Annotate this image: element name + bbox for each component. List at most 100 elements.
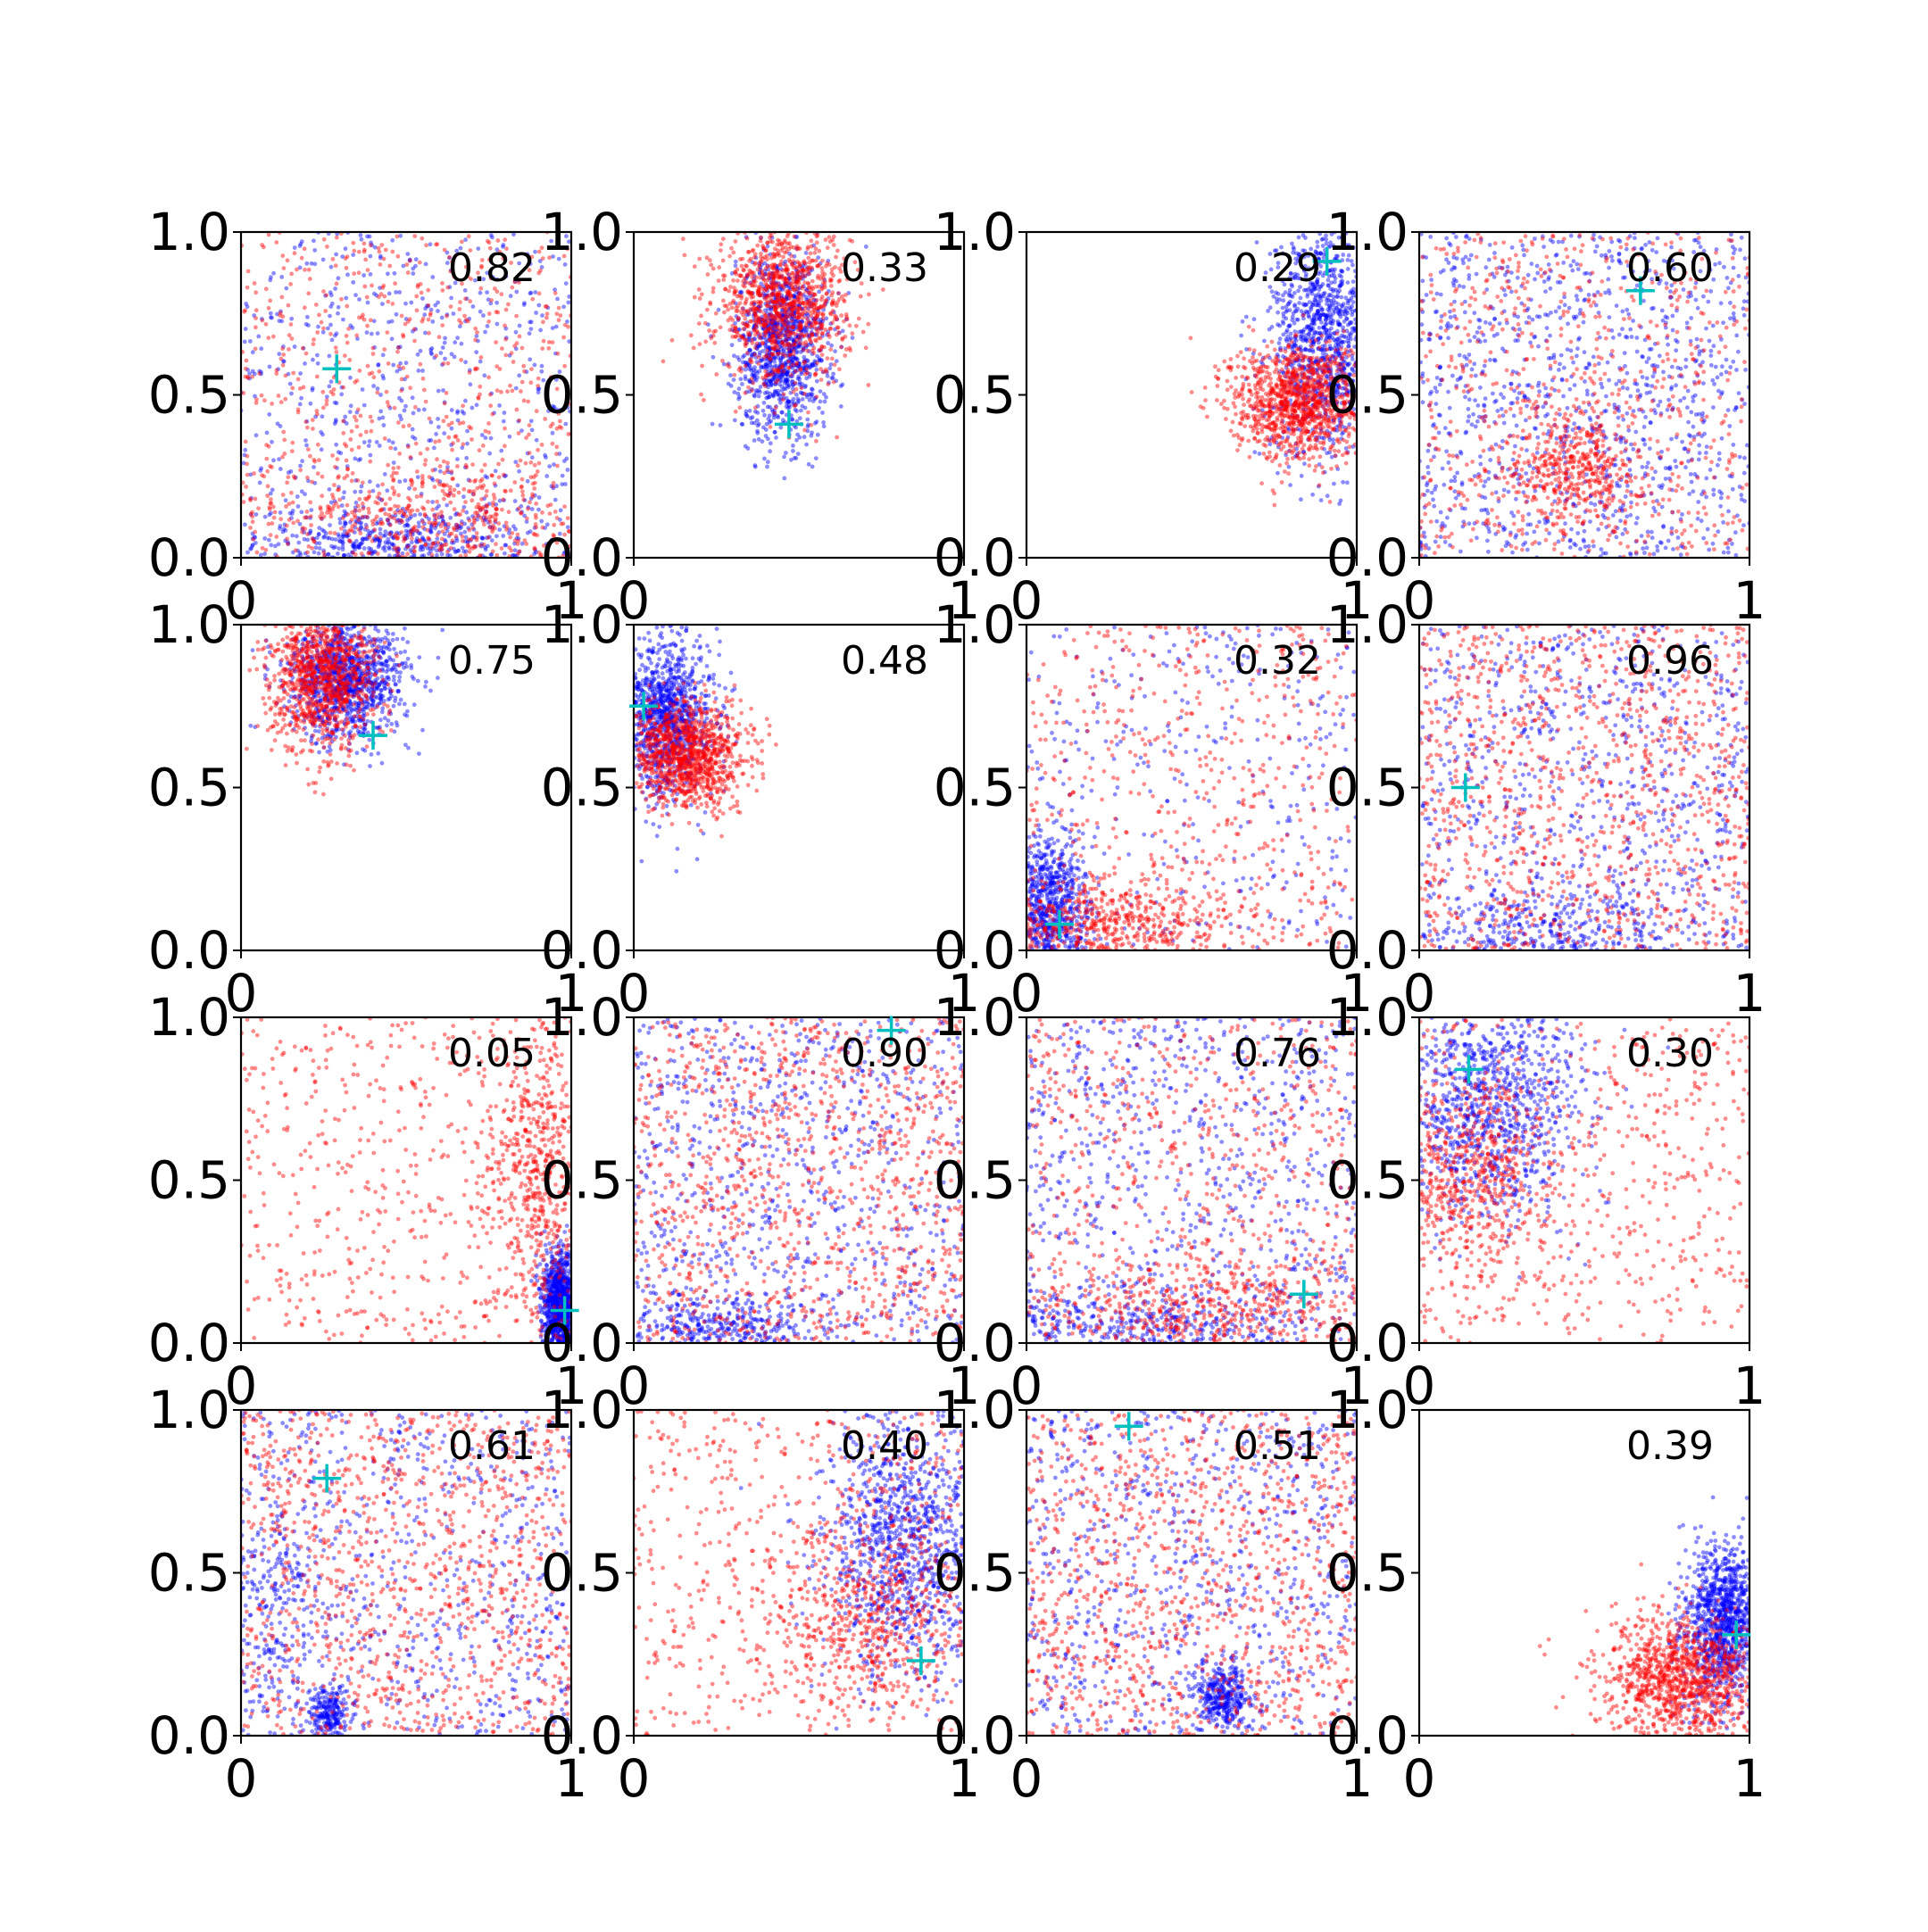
- scatter-point-blue: [390, 238, 395, 243]
- scatter-point-blue: [711, 422, 715, 427]
- scatter-point-red: [534, 516, 538, 520]
- scatter-point-blue: [494, 534, 499, 538]
- scatter-point-blue: [478, 360, 483, 364]
- scatter-point-red: [843, 353, 847, 358]
- scatter-point-red: [350, 429, 354, 434]
- scatter-point-red: [372, 527, 377, 532]
- scatter-point-red: [367, 535, 371, 540]
- scatter-point-red: [334, 263, 338, 268]
- scatter-point-red: [438, 464, 443, 468]
- scatter-point-blue: [411, 271, 415, 276]
- scatter-point-red: [524, 461, 528, 466]
- scatter-point-blue: [304, 261, 309, 266]
- scatter-point-red: [776, 238, 780, 243]
- scatter-point-blue: [474, 350, 478, 354]
- scatter-point-blue: [303, 438, 308, 443]
- scatter-point-red: [824, 368, 828, 372]
- scatter-point-blue: [390, 542, 395, 546]
- scatter-point-blue: [551, 431, 555, 435]
- scatter-point-red: [723, 274, 727, 278]
- scatter-point-blue: [351, 326, 355, 330]
- scatter-point-blue: [782, 455, 786, 460]
- scatter-point-blue: [403, 404, 408, 409]
- scatter-point-blue: [436, 504, 441, 509]
- scatter-point-red: [328, 531, 333, 535]
- scatter-point-blue: [270, 440, 274, 444]
- scatter-point-red: [472, 516, 477, 520]
- scatter-point-red: [283, 397, 287, 402]
- scatter-point-red: [412, 328, 417, 332]
- scatter-point-blue: [533, 363, 537, 368]
- scatter-point-red: [790, 308, 794, 312]
- scatter-point-blue: [371, 384, 376, 388]
- scatter-point-blue: [513, 527, 518, 532]
- scatter-point-blue: [353, 490, 357, 494]
- scatter-point-blue: [487, 452, 492, 456]
- scatter-point-blue: [471, 304, 476, 309]
- scatter-point-red: [391, 302, 395, 306]
- scatter-point-blue: [1292, 291, 1297, 295]
- scatter-point-red: [478, 479, 483, 484]
- scatter-point-blue: [329, 501, 334, 505]
- scatter-point-red: [549, 502, 553, 507]
- scatter-point-red: [499, 292, 503, 296]
- scatter-point-red: [791, 271, 795, 276]
- scatter-point-red: [740, 264, 744, 269]
- scatter-point-red: [406, 496, 411, 501]
- scatter-point-blue: [375, 440, 379, 444]
- scatter-point-blue: [308, 402, 312, 406]
- scatter-point-blue: [394, 290, 398, 294]
- scatter-point-red: [453, 435, 458, 439]
- scatter-point-blue: [485, 290, 489, 294]
- scatter-point-red: [440, 323, 445, 328]
- scatter-point-red: [306, 447, 311, 452]
- scatter-point-red: [787, 258, 792, 262]
- scatter-point-blue: [427, 438, 431, 443]
- scatter-point-red: [423, 458, 428, 462]
- scatter-point-blue: [1317, 326, 1322, 330]
- scatter-point-blue: [465, 442, 470, 446]
- scatter-point-red: [810, 279, 815, 284]
- scatter-point-blue: [428, 242, 433, 246]
- scatter-point-red: [442, 497, 446, 502]
- scatter-point-blue: [1321, 326, 1326, 330]
- scatter-point-blue: [757, 388, 761, 393]
- scatter-point-red: [541, 319, 545, 324]
- scatter-point-blue: [1329, 299, 1334, 303]
- scatter-point-red: [265, 469, 270, 474]
- scatter-point-red: [411, 526, 416, 530]
- scatter-point-blue: [796, 452, 801, 456]
- scatter-point-blue: [1332, 270, 1336, 275]
- scatter-point-red: [290, 449, 295, 453]
- scatter-point-red: [561, 336, 566, 340]
- scatter-point-red: [371, 352, 376, 356]
- scatter-point-red: [697, 257, 702, 261]
- scatter-point-blue: [267, 538, 271, 543]
- scatter-point-red: [370, 284, 374, 288]
- scatter-point-red: [766, 301, 770, 305]
- scatter-point-red: [529, 460, 534, 465]
- scatter-point-red: [776, 352, 780, 356]
- scatter-point-blue: [404, 361, 409, 365]
- scatter-point-red: [330, 453, 335, 458]
- scatter-point-blue: [434, 432, 438, 436]
- scatter-point-red: [745, 351, 750, 355]
- scatter-point-red: [526, 507, 530, 511]
- scatter-point-red: [503, 427, 507, 431]
- scatter-point-red: [261, 546, 265, 551]
- scatter-point-red: [501, 458, 505, 462]
- scatter-point-blue: [420, 296, 425, 301]
- scatter-point-blue: [1337, 289, 1342, 294]
- scatter-point-red: [780, 242, 785, 246]
- scatter-point-blue: [767, 417, 771, 421]
- scatter-point-blue: [365, 330, 370, 335]
- scatter-point-blue: [526, 479, 530, 484]
- scatter-point-blue: [769, 381, 774, 386]
- scatter-point-blue: [300, 459, 304, 463]
- scatter-point-red: [436, 478, 440, 483]
- scatter-point-red: [409, 530, 413, 535]
- scatter-point-red: [440, 281, 445, 286]
- scatter-point-blue: [270, 316, 274, 320]
- scatter-point-blue: [300, 239, 304, 244]
- scatter-point-blue: [405, 252, 410, 256]
